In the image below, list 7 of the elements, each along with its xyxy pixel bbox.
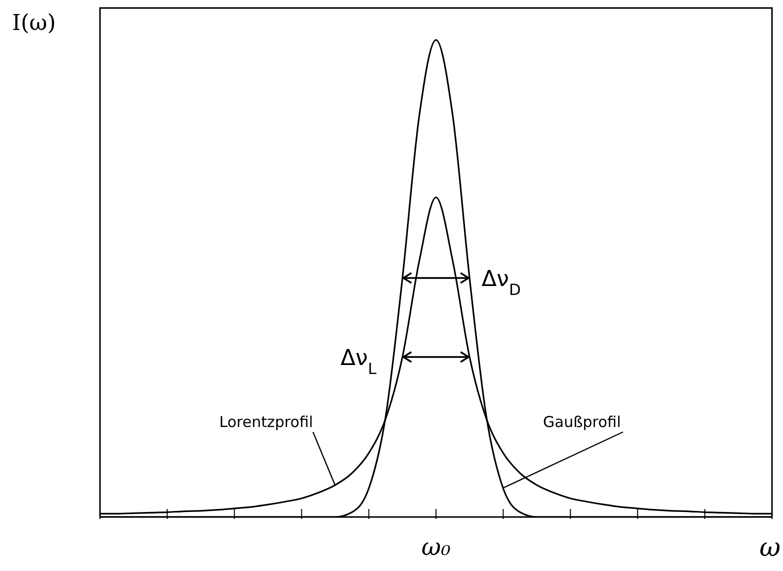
annotation: Δν$_{D}$ (482, 267, 521, 299)
annotation: Lorentzprofil (219, 413, 313, 431)
y-axis-title: I(ω) (12, 11, 56, 36)
annotation: Δν$_{L}$ (340, 346, 377, 378)
x-axis-title: ω (759, 533, 781, 563)
text: ω₀ (421, 533, 451, 561)
annotation: Gaußprofil (543, 413, 621, 431)
